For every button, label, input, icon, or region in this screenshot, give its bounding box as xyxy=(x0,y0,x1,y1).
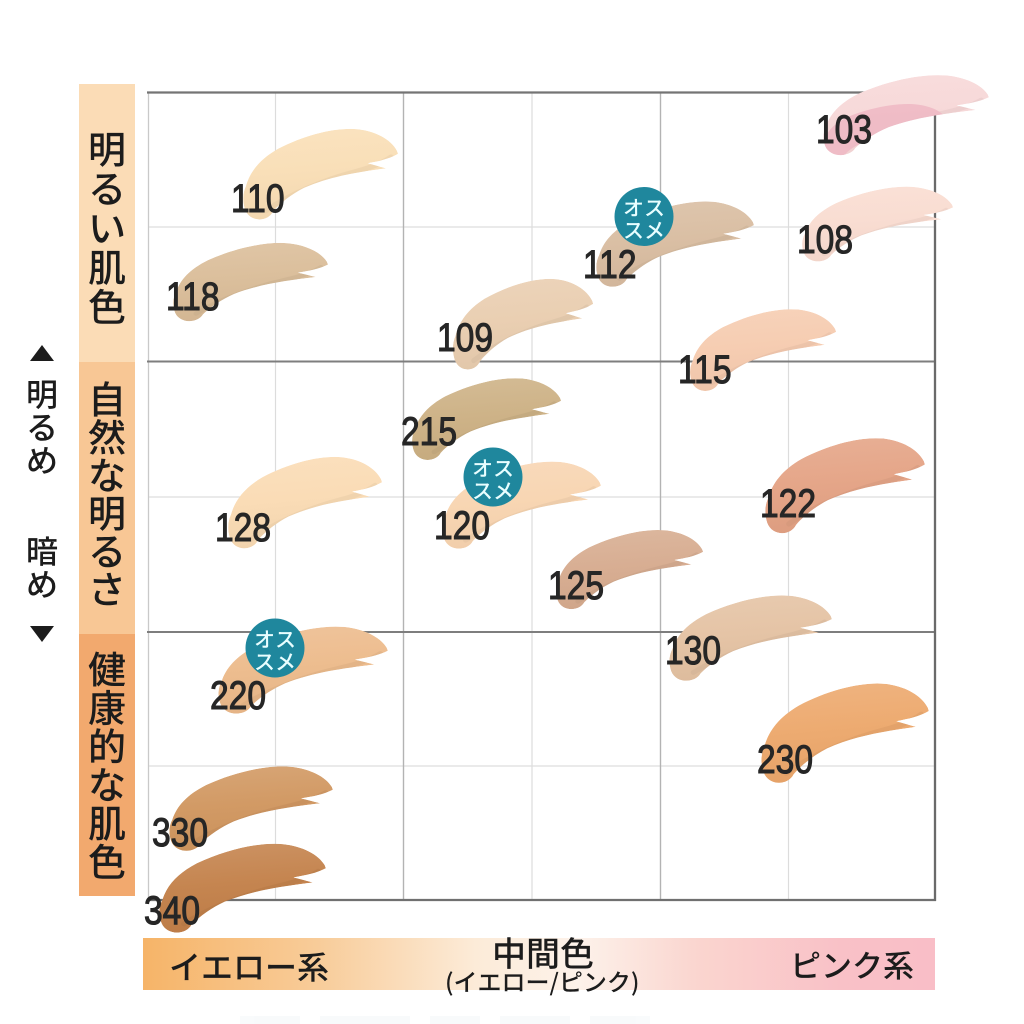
svg-text:215: 215 xyxy=(401,409,457,453)
svg-text:110: 110 xyxy=(231,176,285,220)
svg-text:109: 109 xyxy=(437,315,493,359)
svg-text:128: 128 xyxy=(215,505,271,549)
svg-text:118: 118 xyxy=(166,274,220,318)
svg-text:125: 125 xyxy=(548,563,604,607)
svg-text:330: 330 xyxy=(152,810,208,854)
svg-text:112: 112 xyxy=(583,242,637,286)
svg-text:220: 220 xyxy=(210,673,266,717)
svg-text:120: 120 xyxy=(434,503,490,547)
svg-text:115: 115 xyxy=(678,347,732,391)
svg-text:122: 122 xyxy=(760,481,816,525)
svg-text:340: 340 xyxy=(144,888,200,932)
svg-text:108: 108 xyxy=(797,217,853,261)
svg-text:230: 230 xyxy=(757,737,813,781)
svg-text:130: 130 xyxy=(665,628,721,672)
svg-text:103: 103 xyxy=(816,107,872,151)
